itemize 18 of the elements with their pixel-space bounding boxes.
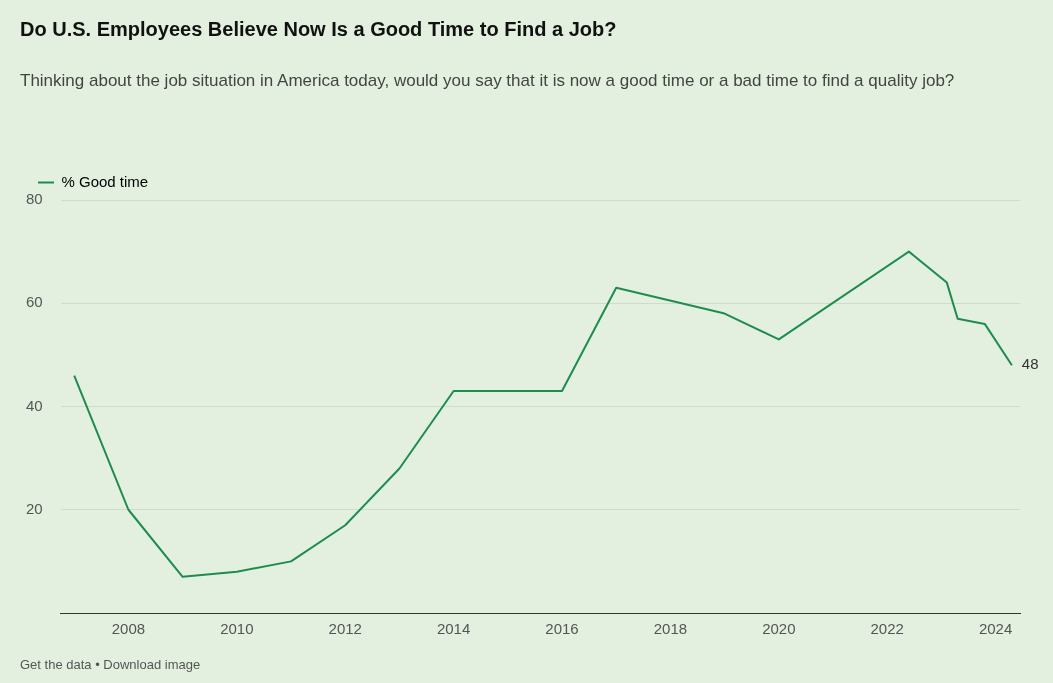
legend-label: % Good time [61,172,149,190]
x-tick-label: 2024 [978,620,1013,638]
x-tick-label: 2020 [762,620,796,638]
y-tick-label: 40 [26,396,43,414]
x-tick-label: 2014 [436,620,471,638]
y-tick-label: 60 [26,293,43,311]
x-tick-label: 2018 [653,620,688,638]
x-tick-label: 2012 [328,620,362,638]
y-tick-label: 20 [26,499,43,517]
text: Get the data • Download image [20,657,201,672]
chart-subtitle: Thinking about the job situation in America today, would you say that it is now a good time or a bad time to find a quality job? [20,70,956,92]
chart-title: Do U.S. Employees Believe Now Is a Good Time to Find a Job? [20,18,617,41]
x-tick-label: 2010 [220,620,254,638]
data-label: 48 [1021,355,1039,373]
y-tick-label: 80 [26,190,43,208]
x-tick-label: 2022 [870,620,904,638]
x-tick-label: 2016 [545,620,579,638]
x-tick-label: 2008 [111,620,146,638]
